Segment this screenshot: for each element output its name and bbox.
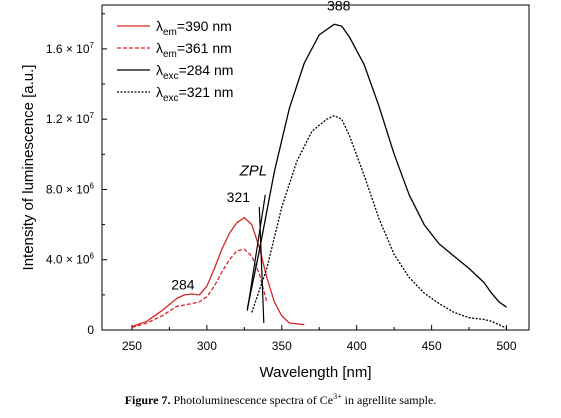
caption-text-before: Photoluminescence spectra of Ce — [173, 393, 334, 407]
caption-superscript: 3+ — [333, 392, 342, 401]
legend-label: λexc=321 nm — [156, 84, 233, 104]
y-tick-label: 4.0 × 106 — [46, 252, 95, 267]
caption-text-after: in agrellite sample. — [341, 393, 437, 407]
legend-label: λem=361 nm — [156, 40, 232, 60]
legend-label: λexc=284 nm — [156, 62, 233, 82]
y-axis-title: Intensity of luminescence [a.u.] — [20, 65, 37, 271]
series-line-4 — [251, 115, 507, 329]
x-axis-title: Wavelength [nm] — [260, 364, 372, 381]
y-tick-label: 1.2 × 107 — [46, 111, 95, 126]
x-tick-label: 350 — [272, 339, 292, 353]
x-axis: 250 300 350 400 450 500 — [122, 325, 517, 353]
plot-frame — [101, 4, 530, 331]
x-tick-label: 300 — [197, 339, 217, 353]
x-tick-label: 250 — [122, 339, 142, 353]
zpl-label: ZPL — [239, 162, 268, 179]
caption-label: Figure 7. — [124, 393, 171, 407]
series-layer — [131, 23, 507, 329]
plot-area — [101, 4, 530, 331]
annotation-layer: 388 321 284 ZPL — [171, 0, 350, 293]
figure-caption: Figure 7. Photoluminescence spectra of C… — [0, 392, 561, 408]
zpl-layer — [246, 194, 266, 323]
peak-label: 284 — [171, 277, 195, 293]
y-tick-label: 1.6 × 107 — [46, 41, 95, 56]
peak-label: 321 — [227, 189, 251, 205]
legend-label: λem=390 nm — [156, 18, 232, 38]
x-tick-label: 400 — [347, 339, 367, 353]
peak-label: 388 — [327, 0, 351, 13]
y-axis: 0 4.0 × 106 8.0 × 106 1.2 × 107 1.6 × 107 — [46, 13, 107, 337]
series-line-3 — [246, 23, 507, 310]
series-line-2 — [131, 248, 268, 329]
x-tick-label: 500 — [497, 339, 517, 353]
series-line-1 — [131, 216, 305, 328]
y-tick-label: 0 — [87, 323, 94, 337]
x-tick-label: 450 — [422, 339, 442, 353]
zpl-line-2 — [246, 194, 266, 311]
y-tick-label: 8.0 × 106 — [46, 181, 95, 196]
